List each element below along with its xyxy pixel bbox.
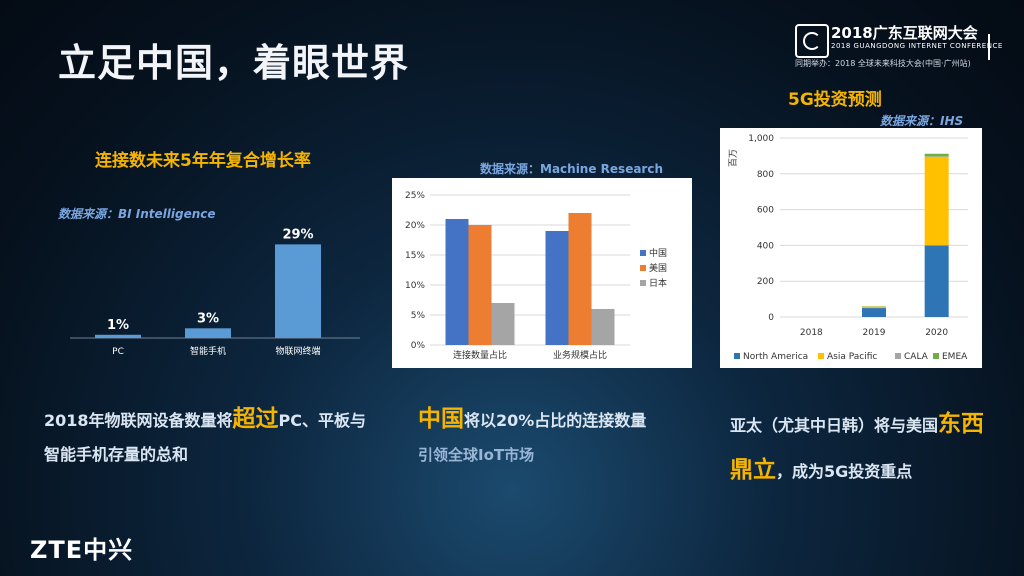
- chart1-bar-1: [185, 328, 231, 338]
- caption-3: 亚太（尤其中日韩）将与美国东西 鼎立，成为5G投资重点: [730, 402, 1020, 494]
- chart3-bar-2-0: [924, 245, 949, 317]
- chart2-bar-0-0: [445, 219, 469, 345]
- chart2-ytick-2: 10%: [405, 281, 425, 291]
- chart2-legend-label-1: 美国: [649, 262, 667, 274]
- caption-1-a: 2018年物联网设备数量将: [44, 411, 233, 430]
- caption-2-a: 将以20%占比的连接数量: [464, 411, 647, 430]
- chart3-ytick-0: 0: [768, 313, 774, 323]
- chart1-source: 数据来源：BI Intelligence: [58, 207, 216, 221]
- chart2-legend-label-2: 日本: [649, 277, 667, 289]
- chart3-bar-2-1: [924, 156, 949, 246]
- caption-2-highlight: 中国: [418, 406, 464, 432]
- chart2-bar-1-1: [568, 213, 592, 345]
- chart2-legend-label-0: 中国: [649, 247, 667, 259]
- chart3-legend-swatch-2: [895, 353, 901, 359]
- chart2-legend-swatch-2: [640, 280, 646, 286]
- chart1-value-label-0: 1%: [107, 318, 129, 333]
- chart1-bar-0: [95, 334, 141, 338]
- chart3-category-2: 2020: [925, 328, 948, 338]
- caption-2: 中国将以20%占比的连接数量 引领全球IoT市场: [418, 402, 688, 472]
- chart3-legend-label-2: CALA: [904, 352, 929, 362]
- caption-3-b: ，成为5G投资重点: [776, 462, 913, 481]
- chart3-ytick-5: 1,000: [748, 134, 774, 144]
- chart1-value-label-1: 3%: [197, 311, 219, 326]
- chart3-legend-swatch-1: [818, 353, 824, 359]
- caption-3-a: 亚太（尤其中日韩）将与美国: [730, 416, 939, 435]
- chart3-legend-label-1: Asia Pacific: [827, 352, 877, 362]
- chart2-category-0: 连接数量占比: [453, 349, 507, 361]
- conference-logo-icon: [795, 24, 829, 58]
- caption-2-b: 引领全球IoT市场: [418, 446, 535, 464]
- chart1-bar-2: [275, 244, 321, 338]
- chart2-legend-swatch-0: [640, 250, 646, 256]
- chart3-bar-2-3: [924, 153, 949, 157]
- chart2-ytick-3: 15%: [405, 251, 425, 261]
- page-title: 立足中国，着眼世界: [58, 41, 410, 85]
- chart3-ytick-3: 600: [757, 206, 774, 216]
- chart3-ytick-1: 200: [757, 277, 774, 287]
- chart2-bar-1-0: [545, 231, 569, 345]
- chart2-ytick-0: 0%: [411, 341, 426, 351]
- chart3-legend-label-0: North America: [743, 352, 808, 362]
- caption-1: 2018年物联网设备数量将超过PC、平板与智能手机存量的总和: [44, 402, 374, 472]
- conference-name-en: 2018 GUANGDONG INTERNET CONFERENCE: [831, 42, 1003, 50]
- chart2-bar-0-1: [468, 225, 492, 345]
- caption-3-highlight-1: 东西: [938, 411, 985, 437]
- chart2-ytick-1: 5%: [411, 311, 426, 321]
- chart3: 0 200 400 600 800 1,000 百万 2018 2019 2020 North Am…: [720, 128, 982, 368]
- chart3-bar-1-0: [862, 308, 886, 317]
- chart3-legend-swatch-0: [734, 353, 740, 359]
- chart1-title: 连接数未来5年年复合增长率: [95, 151, 311, 171]
- chart3-source: 数据来源：IHS: [880, 114, 964, 128]
- chart2-ytick-4: 20%: [405, 221, 425, 231]
- chart3-ytick-2: 400: [757, 241, 774, 251]
- chart3-ylabel: 百万: [728, 149, 739, 167]
- chart3-legend-label-3: EMEA: [942, 352, 968, 362]
- chart3-category-1: 2019: [863, 328, 886, 338]
- chart2-legend-swatch-1: [640, 265, 646, 271]
- conference-name: 2018广东互联网大会: [831, 24, 978, 42]
- chart1-category-0: PC: [112, 347, 124, 357]
- chart1-value-label-2: 29%: [282, 227, 313, 242]
- chart3-bar-1-1: [862, 306, 886, 309]
- caption-1-b: PC、平板与智能手机存量的总和: [44, 411, 367, 464]
- caption-3-highlight-2: 鼎立: [730, 457, 776, 483]
- chart1-category-1: 智能手机: [190, 345, 226, 357]
- chart2-bar-1-2: [591, 309, 615, 345]
- chart3-ytick-4: 800: [757, 170, 774, 180]
- chart3-category-0: 2018: [800, 328, 823, 338]
- zte-logo: ZTE中兴: [30, 536, 134, 564]
- chart2-category-1: 业务规模占比: [553, 349, 607, 361]
- chart3-title: 5G投资预测: [788, 90, 882, 110]
- header-divider: [988, 34, 990, 60]
- chart2-source: 数据来源：Machine Research: [480, 162, 664, 176]
- caption-1-highlight: 超过: [232, 406, 279, 432]
- chart3-legend-swatch-3: [933, 353, 939, 359]
- chart1-category-2: 物联网终端: [275, 345, 320, 357]
- chart2-bar-0-2: [491, 303, 515, 345]
- chart2-ytick-5: 25%: [405, 191, 425, 201]
- chart1: 1% PC 3% 智能手机 29% 物联网终端: [70, 227, 360, 357]
- conference-sub: 同期举办：2018 全球未来科技大会(中国·广州站): [795, 59, 971, 68]
